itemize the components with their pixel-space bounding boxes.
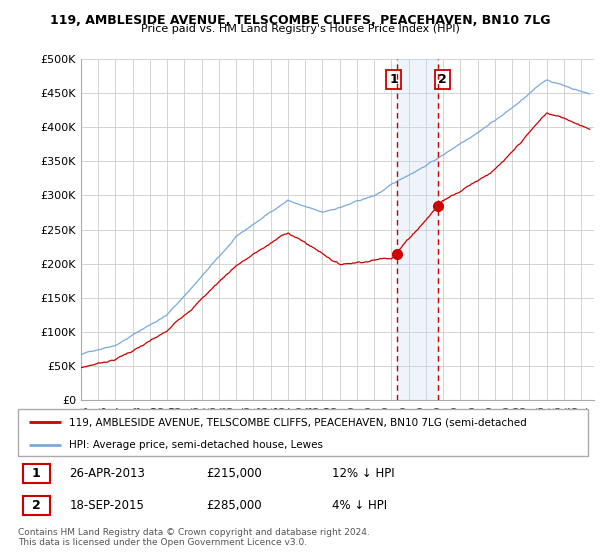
Text: 119, AMBLESIDE AVENUE, TELSCOMBE CLIFFS, PEACEHAVEN, BN10 7LG: 119, AMBLESIDE AVENUE, TELSCOMBE CLIFFS,… [50,14,550,27]
Text: £285,000: £285,000 [206,499,262,512]
Text: 1: 1 [389,73,398,86]
Text: 2: 2 [438,73,446,86]
FancyBboxPatch shape [23,464,50,483]
Text: Price paid vs. HM Land Registry's House Price Index (HPI): Price paid vs. HM Land Registry's House … [140,24,460,34]
Text: 2: 2 [32,499,41,512]
FancyBboxPatch shape [18,409,588,456]
Text: 12% ↓ HPI: 12% ↓ HPI [331,467,394,480]
Text: 1: 1 [32,467,41,480]
FancyBboxPatch shape [23,496,50,515]
Text: HPI: Average price, semi-detached house, Lewes: HPI: Average price, semi-detached house,… [70,440,323,450]
Text: This data is licensed under the Open Government Licence v3.0.: This data is licensed under the Open Gov… [18,538,307,547]
Text: £215,000: £215,000 [206,467,262,480]
Text: 26-APR-2013: 26-APR-2013 [70,467,145,480]
Text: Contains HM Land Registry data © Crown copyright and database right 2024.: Contains HM Land Registry data © Crown c… [18,528,370,536]
Bar [397,59,438,400]
Text: 4% ↓ HPI: 4% ↓ HPI [331,499,386,512]
Text: 119, AMBLESIDE AVENUE, TELSCOMBE CLIFFS, PEACEHAVEN, BN10 7LG (semi-detached: 119, AMBLESIDE AVENUE, TELSCOMBE CLIFFS,… [70,417,527,427]
Text: 18-SEP-2015: 18-SEP-2015 [70,499,144,512]
